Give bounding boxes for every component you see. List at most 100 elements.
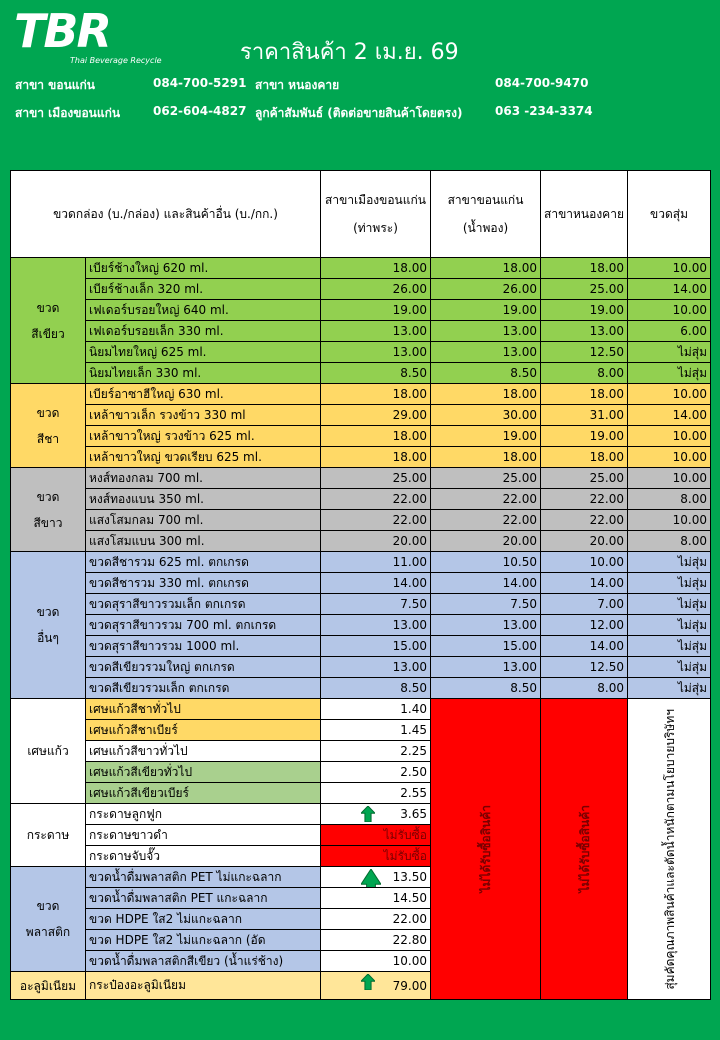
product-name: ขวดสีเขียวรวมเล็ก ตกเกรด <box>85 677 321 699</box>
product-name: หงส์ทองกลม 700 ml. <box>85 467 321 489</box>
product-name: เศษแก้วสีชาเบียร์ <box>85 719 321 741</box>
price-text: 15.00 <box>392 639 427 653</box>
price-text: 22.00 <box>392 912 427 926</box>
column-header: สาขาหนองคาย <box>540 170 628 258</box>
price: 30.00 <box>430 404 541 426</box>
price: 18.00 <box>320 383 431 405</box>
contact-text: สาขา หนองคาย <box>255 78 340 92</box>
price-text: 10.00 <box>672 429 707 443</box>
price: 19.00 <box>540 425 628 447</box>
price-text: ไม่สุ่ม <box>677 638 707 653</box>
price: 2.55 <box>320 782 431 804</box>
group-label: ขวด พลาสติก <box>10 866 86 972</box>
price-text: 26.00 <box>392 282 427 296</box>
price-text: 22.00 <box>589 513 624 527</box>
price: 26.00 <box>320 278 431 300</box>
contact-text: สาขา เมืองขอนแก่น <box>15 106 121 120</box>
price-text: 8.50 <box>400 366 427 380</box>
price: 8.00 <box>627 530 711 552</box>
price: 10.50 <box>430 551 541 573</box>
product-name: ขวด HDPE ใส2 ไม่แกะฉลาก <box>85 908 321 930</box>
product-name: ขวดน้ำดื่มพลาสติก PET ไม่แกะฉลาก <box>85 866 321 888</box>
price: 14.50 <box>320 887 431 909</box>
price: 22.80 <box>320 929 431 951</box>
table-row: เหล้าขาวเล็ก รวงข้าว 330 ml 29.00 30.00 31.… <box>11 404 711 426</box>
group-label: ขวด อื่นๆ <box>10 551 86 699</box>
table-row: ขวดสีเขียวรวมเล็ก ตกเกรด 8.50 8.50 8.00 ไม่ส… <box>11 677 711 699</box>
price-text: 22.00 <box>589 492 624 506</box>
trend-arrow <box>361 806 375 822</box>
price-text: 13.00 <box>502 345 537 359</box>
price: 10.00 <box>320 950 431 972</box>
price: 10.00 <box>627 299 711 321</box>
price-text: 12.00 <box>589 618 624 632</box>
price: 10.00 <box>627 509 711 531</box>
contact-text: 062-604-4827 <box>153 104 247 118</box>
product-name: ขวดน้ำดื่มพลาสติกสีเขียว (น้ำแร่ช้าง) <box>85 950 321 972</box>
price: ไม่รับซื้อ <box>320 845 431 867</box>
price: 29.00 <box>320 404 431 426</box>
price: 10.00 <box>540 551 628 573</box>
group-label: กระดาษ <box>10 803 86 867</box>
table-row: กระดาษ กระดาษลูกฟูก 3.65 <box>10 803 711 867</box>
table-row: เศษแก้วสีเขียวทั่วไป 2.50 <box>11 761 711 783</box>
price-text: ไม่สุ่ม <box>677 575 707 590</box>
price-text: 8.00 <box>597 681 624 695</box>
price: 19.00 <box>430 425 541 447</box>
price: 22.00 <box>430 509 541 531</box>
price: 79.00 <box>320 971 431 1000</box>
price-text: 2.55 <box>400 786 427 800</box>
product-name: เหล้าขาวเล็ก รวงข้าว 330 ml <box>85 404 321 426</box>
price: 20.00 <box>430 530 541 552</box>
price-text: 10.00 <box>392 954 427 968</box>
price-text: 13.00 <box>392 345 427 359</box>
price-text: 8.50 <box>510 366 537 380</box>
price: 13.00 <box>320 341 431 363</box>
title: ราคาสินค้า 2 เม.ย. 69 <box>240 40 459 65</box>
table-row: ขวดน้ำดื่มพลาสติกสีเขียว (น้ำแร่ช้าง) 10.… <box>11 950 711 972</box>
price-text: 14.00 <box>589 576 624 590</box>
table-row: ขวดสีชารวม 330 ml. ตกเกรด 14.00 14.00 14.00… <box>11 572 711 594</box>
price: 10.00 <box>627 257 711 279</box>
table-row: นิยมไทยเล็ก 330 ml. 8.50 8.50 8.00 ไม่สุ่ม <box>11 362 711 384</box>
price: 31.00 <box>540 404 628 426</box>
price-text: ไม่สุ่ม <box>677 554 707 569</box>
table-row: ขวด สีเขียว เบียร์ช้างใหญ่ 620 ml. 18.00 18… <box>10 257 711 384</box>
price: 19.00 <box>320 299 431 321</box>
price: ไม่รับซื้อ <box>320 824 431 846</box>
price: 13.00 <box>430 656 541 678</box>
price-text: 10.00 <box>672 387 707 401</box>
contact-text: ลูกค้าสัมพันธ์ (ติดต่อขายสินค้าโดยตรง) <box>255 106 463 120</box>
price: ไม่สุ่ม <box>627 551 711 573</box>
price-text: 6.00 <box>680 324 707 338</box>
price-text: 10.00 <box>672 303 707 317</box>
not-buying: ไม่ได้รับซื้อสินค้า <box>540 698 628 1000</box>
price-text: 13.00 <box>502 324 537 338</box>
price: 8.50 <box>320 362 431 384</box>
table-row: เศษแก้วสีชาเบียร์ 1.45 <box>11 719 711 741</box>
price-text: 8.00 <box>597 366 624 380</box>
price-text: 20.00 <box>502 534 537 548</box>
price: 13.00 <box>430 341 541 363</box>
price-text: 22.00 <box>392 513 427 527</box>
trend-arrow <box>361 869 381 887</box>
price: 19.00 <box>540 299 628 321</box>
price: 25.00 <box>430 467 541 489</box>
group-label: ขวด สีชา <box>10 383 86 468</box>
price-text: 22.00 <box>502 513 537 527</box>
price: ไม่สุ่ม <box>627 341 711 363</box>
price: 19.00 <box>430 299 541 321</box>
price: ไม่สุ่ม <box>627 614 711 636</box>
product-name: เบียร์ช้างใหญ่ 620 ml. <box>85 257 321 279</box>
group-label: อะลูมิเนียม <box>10 971 86 1000</box>
price-text: 18.00 <box>392 387 427 401</box>
price-text: 79.00 <box>392 978 427 993</box>
price-text: ไม่สุ่ม <box>677 344 707 359</box>
price-text: 7.00 <box>597 597 624 611</box>
product-name: นิยมไทยเล็ก 330 ml. <box>85 362 321 384</box>
table-row: ขวดสุราสีขาวรวมเล็ก ตกเกรด 7.50 7.50 7.00 ไม… <box>11 593 711 615</box>
price: 11.00 <box>320 551 431 573</box>
price-text: 13.00 <box>392 618 427 632</box>
price-text: 15.00 <box>502 639 537 653</box>
price-text: 18.00 <box>502 450 537 464</box>
